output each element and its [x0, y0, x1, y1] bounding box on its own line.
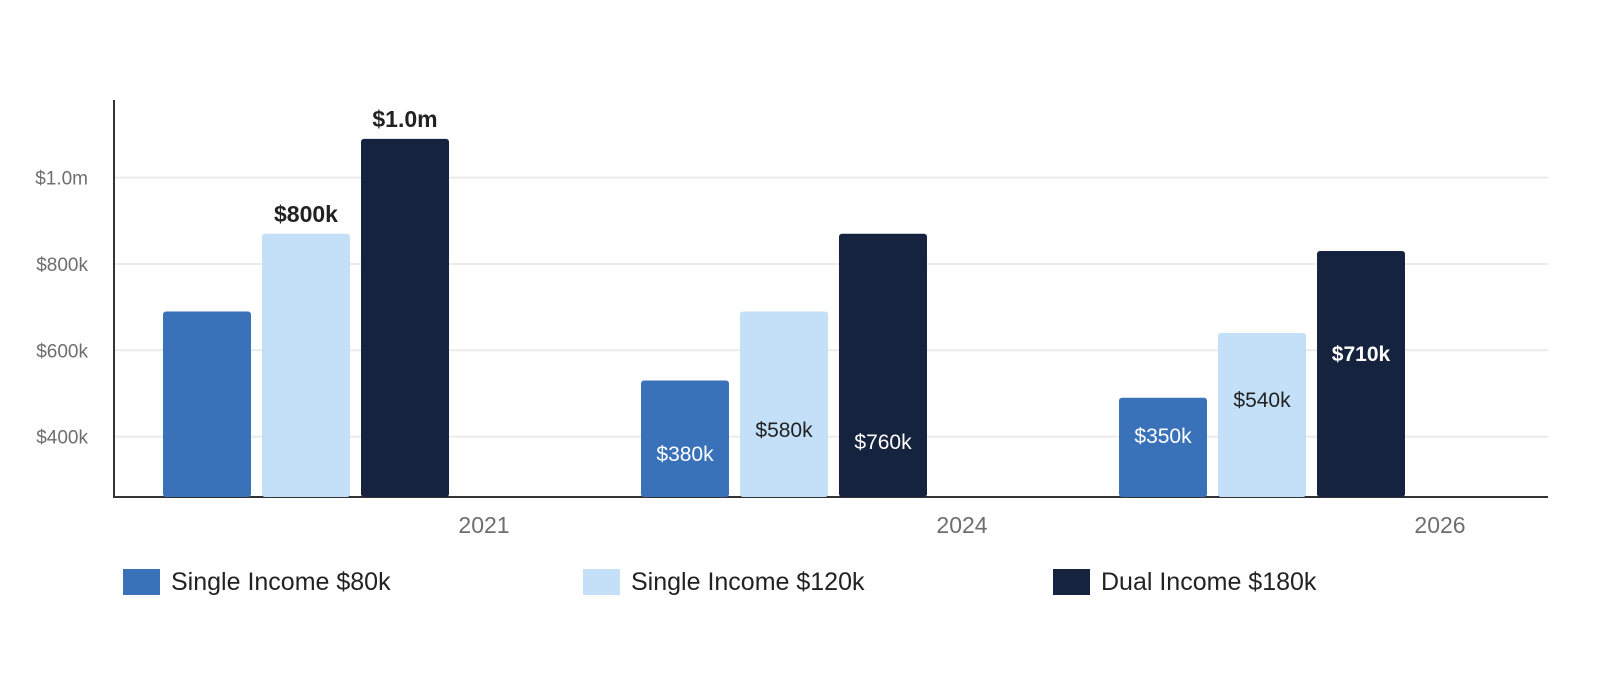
legend-swatch — [583, 569, 620, 595]
y-tick-label: $1.0m — [35, 169, 88, 190]
y-tick-label: $400k — [36, 428, 88, 449]
x-tick-label: 2026 — [1414, 512, 1465, 538]
bar — [262, 233, 350, 498]
data-label: $800k — [274, 201, 338, 227]
x-tick-label: 2021 — [458, 512, 509, 538]
legend-label: Single Income $120k — [631, 567, 865, 596]
data-label: $760k — [854, 431, 912, 454]
data-label: $580k — [755, 419, 813, 442]
bar — [361, 138, 449, 497]
bar — [1218, 333, 1306, 497]
data-label: $350k — [1134, 425, 1192, 448]
bar — [839, 233, 927, 498]
bar — [163, 311, 251, 497]
bar — [641, 380, 729, 497]
data-label: $710k — [1332, 343, 1391, 366]
bar — [1317, 251, 1405, 497]
legend-item: Dual Income $180k — [1053, 562, 1316, 602]
legend: Single Income $80k Single Income $120k Dua… — [0, 562, 1608, 602]
data-label: $380k — [656, 443, 714, 466]
y-tick-label: $800k — [36, 255, 88, 276]
legend-label: Dual Income $180k — [1101, 567, 1317, 596]
legend-item: Single Income $80k — [123, 562, 391, 602]
legend-label: Single Income $80k — [171, 567, 391, 596]
data-label: $1.0m — [372, 106, 437, 132]
legend-swatch — [123, 569, 160, 595]
bar — [740, 311, 828, 497]
y-tick-label: $600k — [36, 341, 88, 362]
bar — [1119, 397, 1207, 497]
legend-item: Single Income $120k — [583, 562, 864, 602]
x-tick-label: 2024 — [936, 512, 987, 538]
legend-swatch — [1053, 569, 1090, 595]
data-label: $540k — [1233, 389, 1291, 412]
